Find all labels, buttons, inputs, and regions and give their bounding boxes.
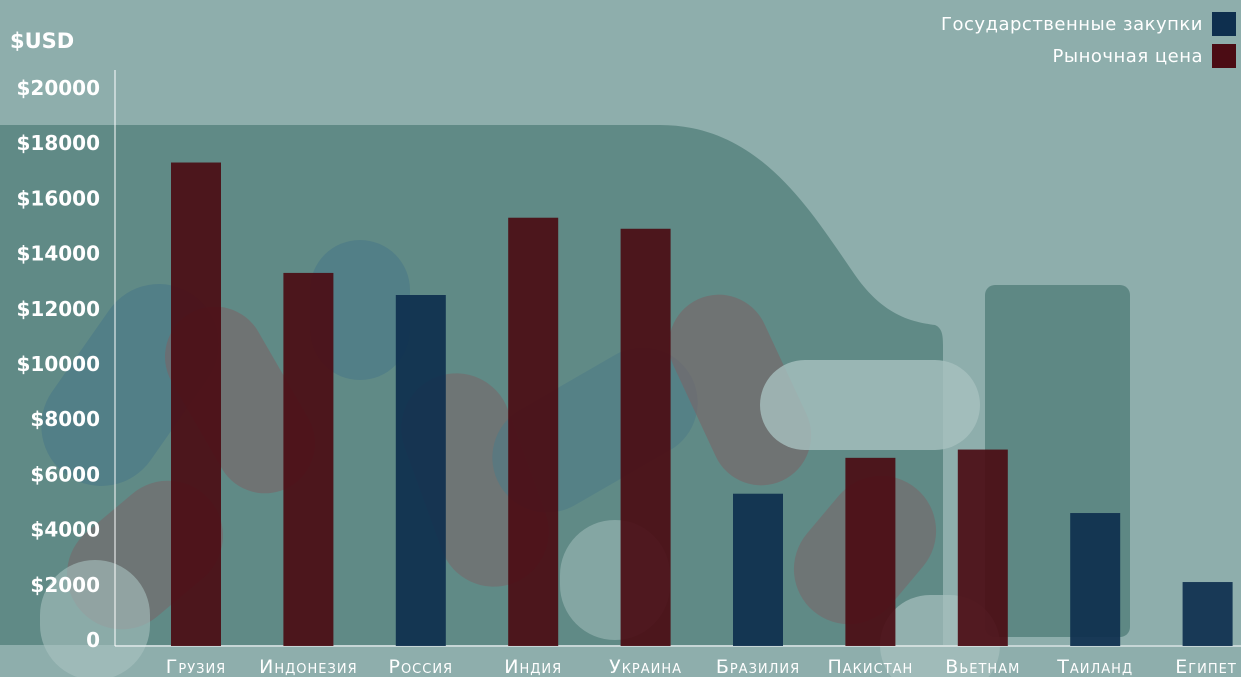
legend-label-market: Рыночная цена — [1053, 46, 1203, 67]
bar-4 — [508, 217, 559, 646]
background-pill — [40, 560, 150, 677]
background-pill — [310, 240, 410, 380]
x-tick-label: Грузия — [166, 656, 226, 677]
legend-swatch-government — [1212, 12, 1236, 36]
y-tick-label: $4000 — [30, 518, 100, 542]
bar-6 — [733, 493, 783, 646]
y-tick-label: $10000 — [17, 352, 101, 376]
bars — [171, 162, 1233, 646]
background-pill — [760, 360, 980, 450]
legend-label-government: Государственные закупки — [941, 14, 1203, 35]
y-tick-label: $14000 — [17, 242, 101, 266]
x-tick-label: Таиланд — [1056, 656, 1133, 677]
bar-8 — [957, 449, 1008, 646]
x-tick-label: Индонезия — [259, 656, 357, 677]
x-tick-label: Россия — [388, 656, 453, 677]
y-tick-label: $12000 — [17, 297, 101, 321]
legend-swatch-market — [1212, 44, 1236, 68]
legend: Государственные закупки Рыночная цена — [941, 12, 1236, 68]
bar-9 — [1070, 513, 1121, 646]
y-tick-label: $8000 — [30, 407, 100, 431]
x-tick-label: Египет — [1175, 656, 1237, 677]
x-tick-label: Бразилия — [716, 656, 800, 677]
y-axis-unit-label: $USD — [10, 29, 74, 53]
x-tick-label: Вьетнам — [945, 656, 1020, 677]
y-tick-label: $16000 — [17, 186, 101, 210]
y-tick-label: $20000 — [17, 76, 101, 100]
x-tick-label: Индия — [504, 656, 562, 677]
y-tick-label: $18000 — [17, 131, 101, 155]
y-tick-label: $2000 — [30, 573, 100, 597]
bar-5 — [620, 228, 671, 646]
bar-10 — [1182, 582, 1233, 646]
y-tick-label: 0 — [86, 628, 100, 652]
x-tick-label: Украина — [609, 656, 682, 677]
y-tick-labels: 0 $2000 $4000 $6000 $8000 $10000 $12000 $14000 $… — [17, 76, 101, 652]
bar-2 — [283, 272, 334, 646]
bar-3 — [395, 295, 446, 646]
bar-1 — [171, 162, 221, 646]
x-tick-labels: Грузия Индонезия Россия Индия Украина Бразили… — [166, 656, 1237, 677]
x-tick-label: Пакистан — [827, 656, 913, 677]
bar-7 — [845, 457, 896, 646]
y-tick-label: $6000 — [30, 462, 100, 486]
